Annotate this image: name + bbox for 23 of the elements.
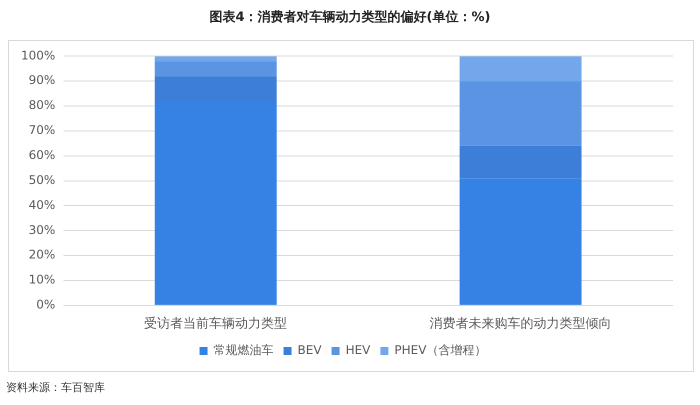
legend-label: HEV (346, 343, 372, 358)
x-tick-label: 消费者未来购车的动力类型倾向 (430, 316, 612, 332)
bar (460, 81, 582, 146)
bar (154, 61, 277, 76)
y-tick-label: 10% (28, 272, 56, 287)
x-tick-label: 受访者当前车辆动力类型 (144, 316, 288, 332)
bar (460, 56, 582, 82)
y-tick-label: 90% (28, 73, 56, 88)
chart-title: 图表4：消费者对车辆动力类型的偏好(单位：%) (208, 8, 492, 26)
y-tick-label: 70% (28, 123, 56, 138)
y-tick-label: 40% (28, 198, 56, 212)
legend-label: 常规燃油车 (214, 343, 274, 358)
y-tick-label: 100% (20, 48, 56, 62)
text: 资料来源：车百智库 (6, 380, 105, 395)
y-tick-label: 50% (28, 172, 56, 187)
legend-label: BEV (298, 343, 322, 358)
y-tick-label: 0% (36, 298, 56, 312)
bar (154, 56, 277, 62)
y-tick-label: 30% (28, 222, 56, 237)
y-tick-label: 80% (28, 98, 56, 112)
y-tick-label: 60% (28, 148, 56, 162)
y-tick-label: 20% (28, 248, 56, 262)
legend-label: PHEV（含增程） (394, 343, 486, 358)
